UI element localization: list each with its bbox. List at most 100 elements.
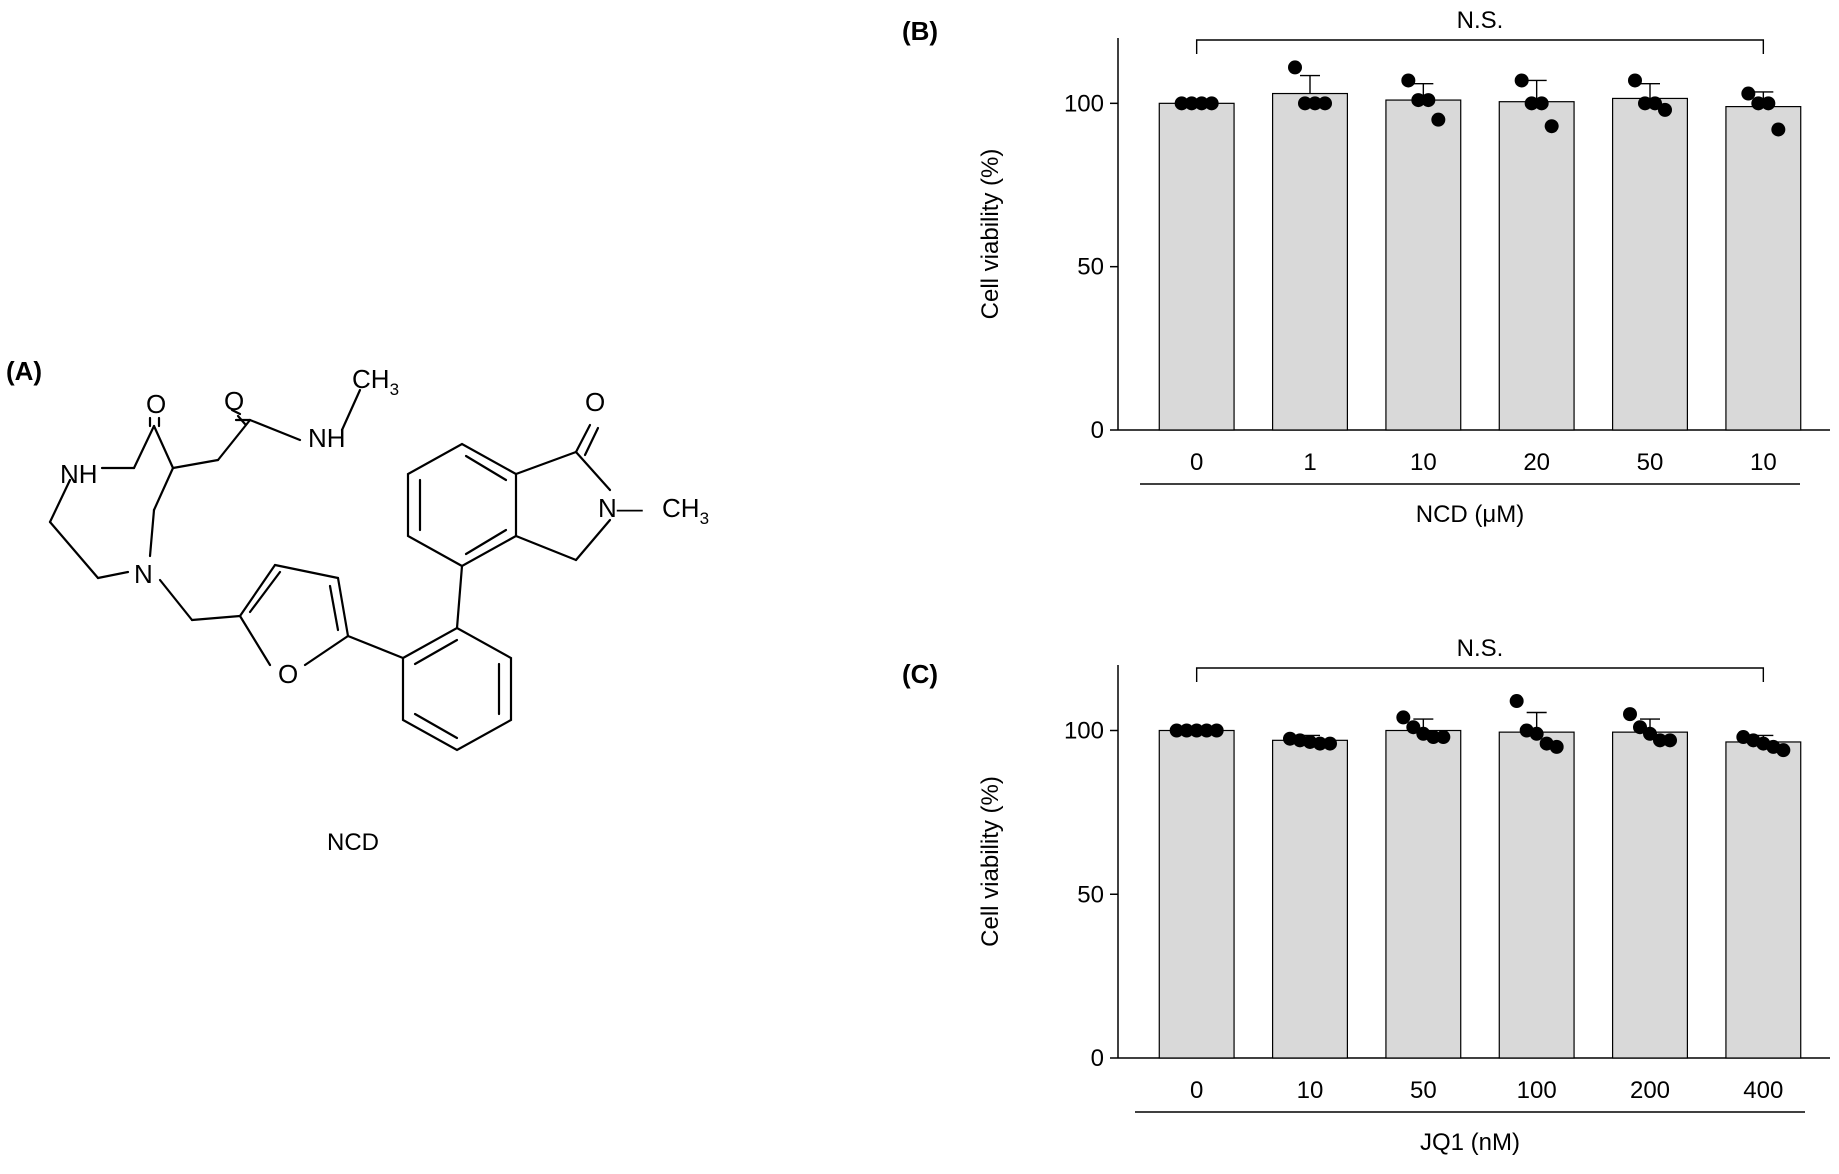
atom-nh1: NH: [60, 459, 98, 489]
significance-label: N.S.: [1457, 7, 1504, 34]
data-point: [1663, 733, 1677, 748]
bar: [1498, 731, 1575, 1059]
data-point: [1184, 96, 1199, 111]
structure-atom-labels: O O NH NH N O O N— CH3 CH3: [60, 364, 709, 689]
atom-o-furan: O: [278, 659, 298, 689]
atom-ch3-a: CH3: [352, 364, 399, 399]
y-tick-label: 100: [1064, 718, 1104, 745]
bond: [158, 578, 194, 622]
y-axis-label: Cell viability (%): [977, 776, 1004, 947]
bond: [346, 634, 405, 660]
data-point: [1633, 720, 1647, 735]
data-point: [1179, 723, 1194, 738]
data-point: [1204, 96, 1219, 111]
atom-o1: O: [146, 389, 166, 419]
data-point: [1643, 726, 1657, 741]
bond: [303, 634, 350, 667]
bond: [190, 614, 242, 622]
data-point: [1313, 736, 1327, 751]
structure-name: NCD: [327, 829, 379, 856]
bond: [148, 508, 156, 558]
bond: [48, 478, 72, 524]
atom-nh2: NH: [308, 423, 346, 453]
bond: [514, 534, 578, 562]
x-tick-label: 0: [1190, 449, 1203, 476]
data-point: [1174, 96, 1189, 111]
bar: [1725, 741, 1802, 1059]
bar: [1158, 102, 1235, 431]
data-point: [1199, 723, 1214, 738]
data-point: [1194, 96, 1209, 111]
data-point: [1761, 96, 1776, 111]
bond: [248, 570, 282, 614]
data-point: [1298, 96, 1312, 111]
data-point: [1628, 73, 1642, 88]
bond: [273, 563, 340, 580]
data-point: [1549, 739, 1564, 754]
x-axis-label: NCD (μM): [1416, 501, 1524, 528]
ch3-a-text: CH: [352, 364, 390, 394]
data-point: [1401, 73, 1416, 88]
data-point: [1751, 96, 1766, 111]
data-point: [1509, 694, 1524, 709]
x-tick-label: 50: [1637, 449, 1664, 476]
data-point: [1648, 96, 1662, 111]
panel-label-b: (B): [902, 16, 938, 46]
bond: [340, 388, 362, 432]
x-tick-label: 100: [1517, 1077, 1557, 1104]
data-point: [1169, 723, 1184, 738]
bond: [96, 570, 130, 580]
y-tick-label: 50: [1077, 254, 1104, 281]
x-tick-label: 10: [1410, 449, 1437, 476]
atom-n2: N—: [598, 493, 643, 523]
atom-o2: O: [224, 386, 244, 416]
data-point: [1623, 707, 1637, 722]
data-point: [1308, 96, 1322, 111]
bond: [216, 418, 252, 462]
y-axis-label: Cell viability (%): [977, 149, 1004, 320]
data-point: [1421, 93, 1436, 108]
data-point: [1638, 96, 1652, 111]
bond: [328, 584, 340, 632]
y-tick-label: 0: [1091, 1045, 1104, 1072]
bar: [1498, 101, 1575, 431]
bond: [236, 414, 247, 426]
bond: [574, 423, 592, 454]
bar: [1271, 739, 1348, 1059]
atom-n1: N: [134, 559, 153, 589]
x-tick-label: 50: [1410, 1077, 1437, 1104]
bar: [1725, 105, 1802, 431]
significance-bracket: [1195, 39, 1765, 54]
data-point: [1318, 96, 1332, 111]
data-point: [1189, 723, 1204, 738]
ncd-chemical-structure: [48, 388, 612, 752]
bond: [413, 638, 459, 666]
bond: [464, 454, 508, 482]
bar: [1611, 97, 1688, 431]
bar: [1385, 729, 1462, 1059]
x-tick-label: 10: [1750, 449, 1777, 476]
bond: [583, 426, 600, 457]
panel-label-c: (C): [902, 659, 938, 689]
atom-o3: O: [585, 387, 605, 417]
data-point: [1431, 112, 1446, 127]
bond: [514, 450, 578, 476]
ch3-b-subscript: 3: [700, 509, 709, 528]
data-point: [1426, 730, 1441, 745]
bond: [171, 458, 220, 470]
bond: [48, 520, 100, 580]
data-point: [1529, 726, 1544, 741]
bar: [1611, 731, 1688, 1059]
bond: [152, 424, 175, 470]
data-point: [1534, 96, 1549, 111]
benzene-ring: [406, 442, 518, 568]
x-tick-label: 20: [1523, 449, 1550, 476]
significance-bracket: [1195, 667, 1765, 682]
bar: [1271, 92, 1348, 431]
bond: [464, 528, 508, 556]
bond: [336, 576, 350, 638]
x-tick-label: 0: [1190, 1077, 1203, 1104]
x-tick-label: 200: [1630, 1077, 1670, 1104]
data-point: [1741, 86, 1756, 101]
data-point: [1771, 122, 1786, 137]
